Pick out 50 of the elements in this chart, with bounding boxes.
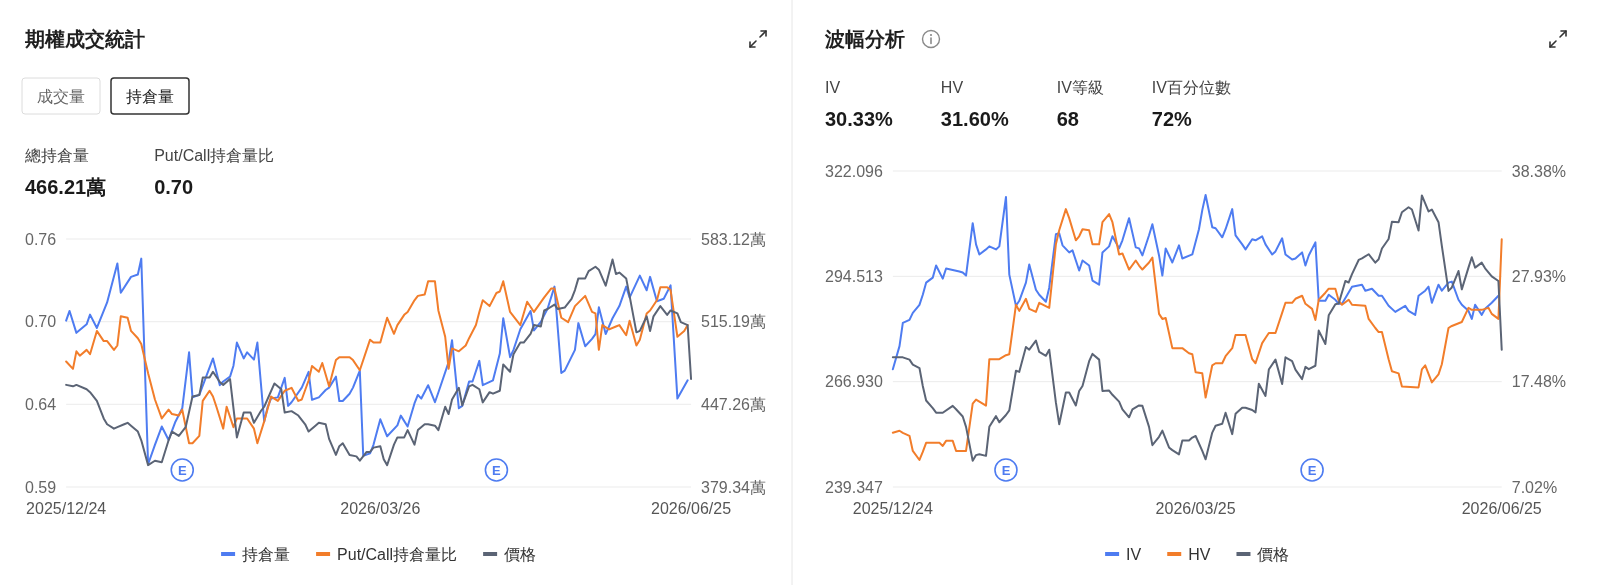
legend-label: Put/Call持倉量比 xyxy=(337,545,458,563)
x-tick-label: 2026/03/25 xyxy=(1155,499,1236,517)
text: 成交量 xyxy=(37,87,85,105)
legend-label: 價格 xyxy=(504,545,537,563)
text: 466.21萬 xyxy=(25,176,107,198)
text: 30.33% xyxy=(825,108,893,130)
x-tick-label: 2025/12/24 xyxy=(26,499,107,517)
y2-tick-label: 379.34萬 xyxy=(701,478,766,496)
x-tick-label: 2025/12/24 xyxy=(852,499,933,517)
y-tick-label: 0.59 xyxy=(25,478,57,496)
legend-label: 價格 xyxy=(1257,545,1290,563)
text: 持倉量 xyxy=(126,87,174,105)
category-label: 總持倉量 xyxy=(24,146,89,164)
annotation: E xyxy=(1001,463,1011,478)
annotation: E xyxy=(492,463,502,478)
y-tick-label: 0.64 xyxy=(25,395,57,413)
annotation: E xyxy=(1307,463,1317,478)
annotation: E xyxy=(177,463,187,478)
y-tick-label: 0.70 xyxy=(25,313,57,331)
y-tick-label: 294.513 xyxy=(825,267,883,285)
y2-tick-label: 17.48% xyxy=(1511,373,1566,391)
category-label: HV xyxy=(940,78,964,96)
x-tick-label: 2026/06/25 xyxy=(1461,499,1542,517)
text: 31.60% xyxy=(940,108,1009,130)
text: 0.70 xyxy=(154,176,194,198)
line-series xyxy=(891,193,1500,371)
text: 波幅分析 xyxy=(824,28,905,50)
y-tick-label: 239.347 xyxy=(825,478,883,496)
y2-tick-label: 515.19萬 xyxy=(701,313,766,331)
category-label: IV等級 xyxy=(1056,78,1104,96)
text: 72% xyxy=(1151,108,1192,130)
legend-label: 持倉量 xyxy=(242,545,291,563)
text: 期權成交統計 xyxy=(24,28,145,50)
x-tick-label: 2026/03/26 xyxy=(340,499,421,517)
line-series xyxy=(65,280,689,445)
category-label: IV百分位數 xyxy=(1151,78,1231,96)
y2-tick-label: 38.38% xyxy=(1511,162,1566,180)
y-tick-label: 0.76 xyxy=(25,230,57,248)
category-label: Put/Call持倉量比 xyxy=(154,146,275,164)
y-tick-label: 266.930 xyxy=(825,373,883,391)
y2-tick-label: 583.12萬 xyxy=(701,230,766,248)
legend-label: IV xyxy=(1126,545,1142,563)
y2-tick-label: 27.93% xyxy=(1511,267,1566,285)
category-label: IV xyxy=(825,78,841,96)
y-tick-label: 322.096 xyxy=(825,162,883,180)
y2-tick-label: 447.26萬 xyxy=(701,395,766,413)
x-tick-label: 2026/06/25 xyxy=(651,499,732,517)
legend-label: HV xyxy=(1188,545,1211,563)
y2-tick-label: 7.02% xyxy=(1511,478,1558,496)
text: 68 xyxy=(1056,108,1079,130)
